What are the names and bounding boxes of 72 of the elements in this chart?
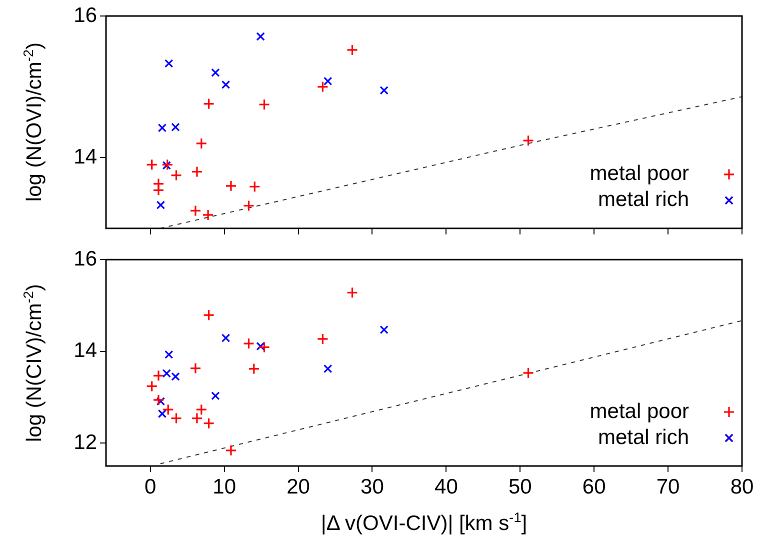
- point: [242, 338, 255, 350]
- point: [258, 98, 270, 110]
- point: [190, 204, 202, 216]
- point: [211, 391, 220, 400]
- x-tick-label: 30: [360, 475, 384, 498]
- point: [221, 80, 230, 90]
- point: [248, 362, 260, 375]
- legend-label: metal rich: [598, 188, 689, 212]
- point: [316, 81, 328, 93]
- point: [202, 418, 215, 430]
- point: [380, 86, 388, 95]
- y-tick-label: 14: [74, 339, 98, 362]
- legend-label: metal poor: [590, 162, 690, 186]
- point: [158, 409, 167, 418]
- point: [522, 367, 534, 379]
- point: [324, 76, 332, 86]
- x-tick-label: 20: [286, 475, 310, 498]
- point: [146, 380, 158, 392]
- point: [211, 68, 220, 77]
- point: [162, 404, 174, 416]
- point: [258, 341, 270, 354]
- point: [170, 412, 182, 424]
- point: [162, 161, 171, 170]
- x-axis-title: |Δ v(OVI-CIV)| [km s$^{-1}$]: [320, 510, 528, 536]
- point: [225, 180, 237, 192]
- point: [152, 370, 164, 382]
- x-tick-label: 10: [212, 475, 236, 498]
- x-tick-label: 70: [656, 475, 680, 498]
- point: [346, 286, 358, 298]
- x-tick-label: 40: [434, 475, 458, 498]
- point: [248, 180, 260, 192]
- point: [162, 369, 171, 378]
- x-tick-label: 80: [730, 475, 754, 498]
- point: [196, 404, 208, 416]
- legend-label: metal poor: [590, 400, 690, 423]
- point: [242, 200, 255, 212]
- x-tick-label: 60: [582, 475, 606, 498]
- y-tick-label: 16: [74, 4, 97, 27]
- point: [202, 209, 214, 221]
- point: [190, 362, 202, 374]
- point: [171, 122, 180, 132]
- point: [162, 158, 174, 170]
- point: [202, 309, 215, 321]
- point: [164, 350, 174, 359]
- point: [191, 412, 203, 424]
- x-tick-label: 50: [508, 475, 532, 498]
- point: [256, 32, 265, 41]
- point: [158, 124, 167, 132]
- point: [152, 394, 164, 406]
- point: [324, 364, 332, 374]
- point: [196, 138, 208, 150]
- point: [256, 342, 265, 351]
- point: [164, 59, 174, 68]
- point: [346, 44, 358, 56]
- point: [522, 134, 534, 146]
- point: [316, 333, 328, 345]
- y-tick-label: 14: [74, 145, 98, 168]
- x-tick-label: 0: [144, 475, 156, 498]
- point: [225, 444, 237, 456]
- point: [152, 184, 164, 196]
- point: [156, 396, 166, 406]
- y-tick-label: 16: [74, 247, 97, 270]
- point: [380, 325, 388, 334]
- point: [156, 200, 166, 210]
- point: [170, 170, 182, 182]
- point: [191, 166, 203, 178]
- legend-label: metal rich: [598, 426, 689, 449]
- point: [202, 98, 215, 110]
- y-tick-label: 12: [74, 430, 97, 454]
- point: [171, 372, 180, 381]
- point: [221, 334, 230, 342]
- point: [146, 158, 158, 170]
